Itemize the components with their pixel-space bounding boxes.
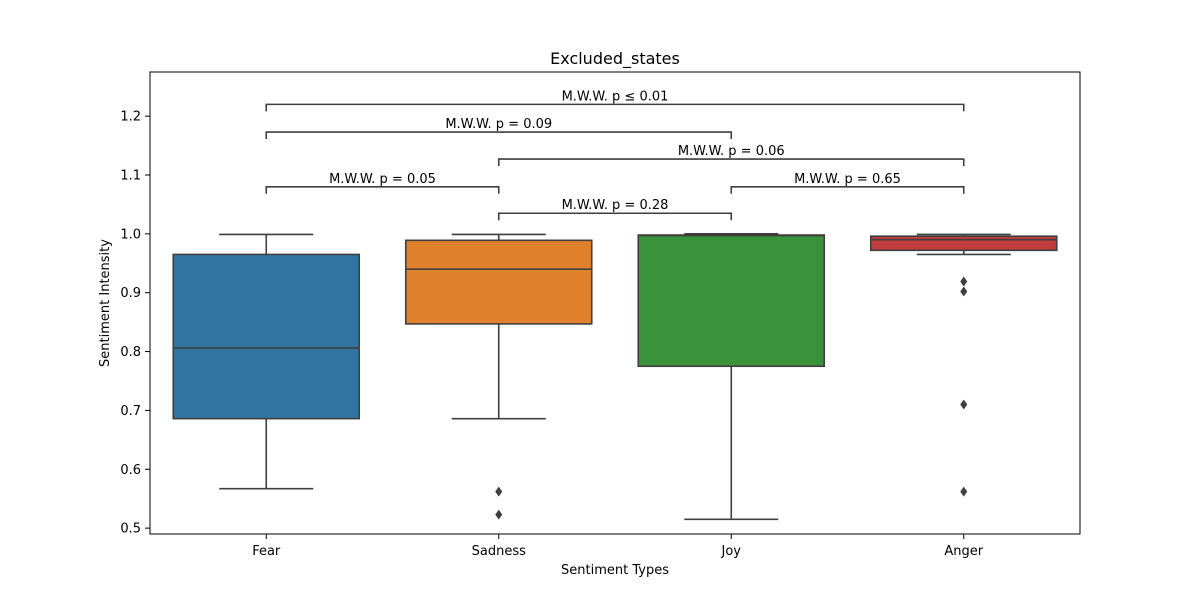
outlier-point xyxy=(960,486,968,497)
significance-bracket xyxy=(730,185,965,194)
significance-label: M.W.W. p = 0.28 xyxy=(562,198,669,213)
y-tick-label: 1.2 xyxy=(120,110,141,125)
significance-annotation: M.W.W. p = 0.65 xyxy=(730,172,965,194)
significance-bracket xyxy=(265,131,733,140)
significance-bracket xyxy=(497,158,965,167)
significance-bracket xyxy=(497,212,733,221)
y-tick-label: 0.8 xyxy=(120,345,141,360)
chart-title: Excluded_states xyxy=(550,49,680,69)
significance-label: M.W.W. p ≤ 0.01 xyxy=(562,89,669,104)
significance-annotation: M.W.W. p = 0.09 xyxy=(265,117,733,140)
outlier-point xyxy=(960,276,968,287)
significance-annotation: M.W.W. p ≤ 0.01 xyxy=(265,89,965,112)
box-fear xyxy=(172,233,361,490)
y-tick-label: 0.9 xyxy=(120,286,141,301)
significance-label: M.W.W. p = 0.06 xyxy=(678,144,785,159)
x-tick-label: Joy xyxy=(721,544,742,559)
outlier-point xyxy=(960,399,968,410)
y-tick-label: 0.6 xyxy=(120,463,141,478)
box-joy xyxy=(637,233,826,521)
y-tick-label: 0.7 xyxy=(120,404,141,419)
iqr-box xyxy=(404,239,593,325)
iqr-box xyxy=(172,253,361,420)
plot-area: 0.5 0.6 0.7 0.8 0.9 1.0 1.1 1.2 Fear Sadness Joy An… xyxy=(120,71,1081,559)
significance-label: M.W.W. p = 0.05 xyxy=(329,172,436,187)
iqr-box xyxy=(637,234,826,368)
iqr-box xyxy=(869,235,1058,252)
y-axis-label: Sentiment Intensity xyxy=(98,239,113,367)
significance-bracket xyxy=(265,185,500,194)
significance-annotation: M.W.W. p = 0.28 xyxy=(497,198,733,221)
significance-annotation: M.W.W. p = 0.05 xyxy=(265,172,500,194)
box-sadness xyxy=(404,233,593,520)
y-tick-label: 0.5 xyxy=(120,522,141,537)
y-tick-label: 1.0 xyxy=(120,227,141,242)
significance-annotation: M.W.W. p = 0.06 xyxy=(497,144,965,167)
significance-label: M.W.W. p = 0.09 xyxy=(445,117,552,132)
significance-bracket xyxy=(265,103,965,112)
outlier-point xyxy=(495,486,503,497)
significance-label: M.W.W. p = 0.65 xyxy=(794,172,901,187)
outlier-point xyxy=(960,286,968,297)
box-anger xyxy=(869,233,1058,497)
outlier-point xyxy=(495,509,503,520)
x-axis-label: Sentiment Types xyxy=(561,563,669,578)
y-tick-label: 1.1 xyxy=(120,168,141,183)
x-tick-label: Anger xyxy=(944,544,983,559)
x-tick-label: Fear xyxy=(252,544,281,559)
plot-frame xyxy=(149,71,1081,535)
x-tick-label: Sadness xyxy=(472,544,526,559)
